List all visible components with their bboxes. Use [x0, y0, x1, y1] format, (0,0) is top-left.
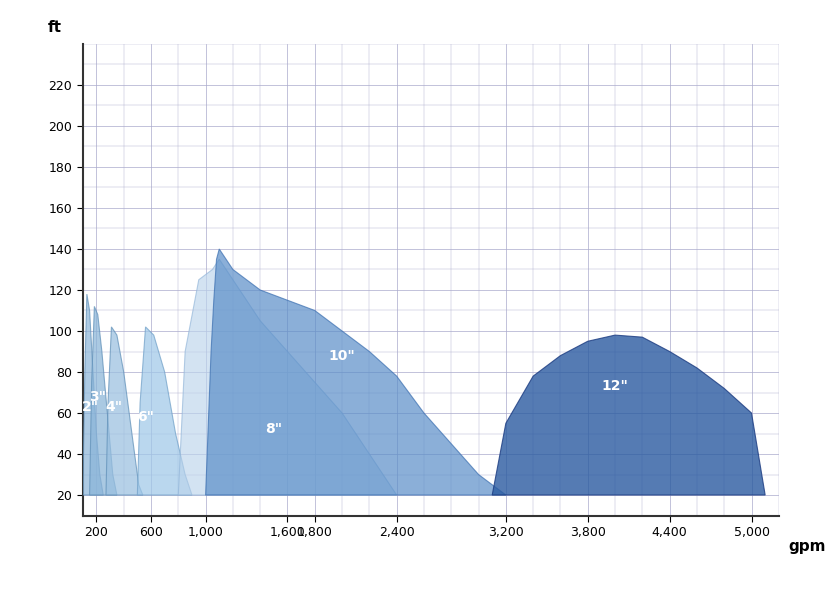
Polygon shape [106, 327, 143, 495]
X-axis label: gpm: gpm [787, 539, 824, 554]
Text: 2": 2" [82, 400, 99, 414]
Polygon shape [89, 307, 117, 495]
Polygon shape [492, 335, 764, 495]
Polygon shape [137, 327, 191, 495]
Text: 8": 8" [265, 423, 282, 436]
Text: 6": 6" [137, 410, 154, 424]
Text: 10": 10" [329, 349, 355, 363]
Polygon shape [83, 294, 103, 495]
Text: 3": 3" [89, 390, 106, 404]
Text: 4": 4" [105, 400, 123, 414]
Y-axis label: ft: ft [48, 20, 62, 34]
Polygon shape [178, 259, 396, 495]
Polygon shape [206, 249, 505, 495]
Text: 12": 12" [601, 379, 628, 393]
